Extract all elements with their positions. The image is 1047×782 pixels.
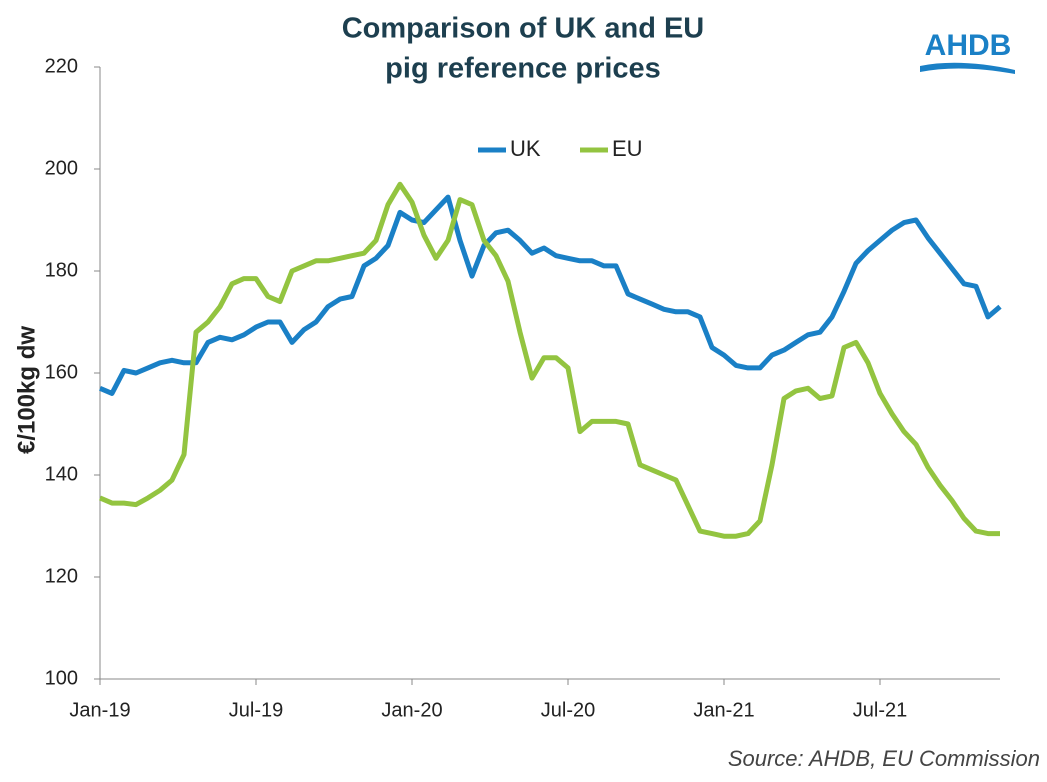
- y-tick-label: 180: [45, 259, 78, 281]
- y-tick-label: 220: [45, 55, 78, 77]
- chart-title: Comparison of UK and EU: [342, 13, 705, 45]
- y-tick-label: 120: [45, 565, 78, 587]
- chart-subtitle: pig reference prices: [385, 53, 661, 85]
- x-tick-label: Jul-21: [853, 699, 907, 721]
- x-tick-label: Jan-21: [693, 699, 754, 721]
- x-tick-label: Jan-20: [381, 699, 442, 721]
- line-eu: [99, 181, 1000, 539]
- line-uk: [99, 194, 1002, 396]
- y-axis-label: €/100kg dw: [13, 326, 40, 454]
- legend-label: UK: [510, 136, 541, 161]
- y-tick-label: 160: [45, 361, 78, 383]
- x-tick-label: Jan-19: [69, 699, 130, 721]
- x-tick-label: Jul-19: [229, 699, 283, 721]
- y-tick-label: 140: [45, 463, 78, 485]
- logo: AHDB: [925, 29, 1012, 62]
- x-tick-label: Jul-20: [541, 699, 595, 721]
- logo-wave: [920, 62, 1015, 74]
- source: Source: AHDB, EU Commission: [728, 746, 1040, 771]
- legend-label: EU: [612, 136, 643, 161]
- y-tick-label: 200: [45, 157, 78, 179]
- y-tick-label: 100: [45, 667, 78, 689]
